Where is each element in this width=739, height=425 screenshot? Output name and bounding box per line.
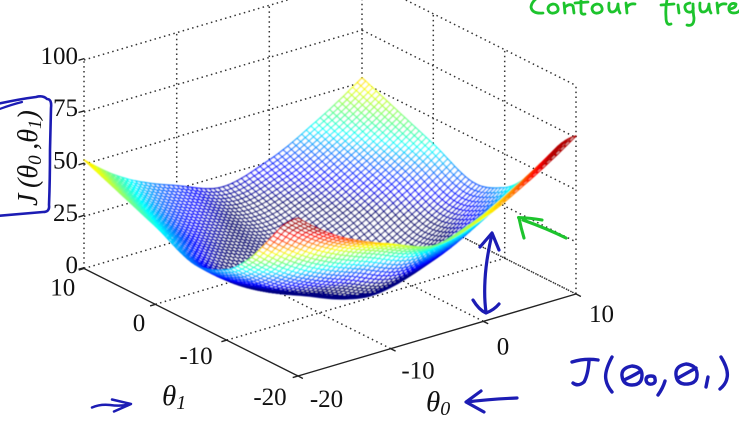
svg-text:-10: -10 (401, 358, 434, 385)
svg-text:0: 0 (66, 252, 79, 279)
svg-text:10: 10 (50, 275, 75, 302)
svg-text:50: 50 (53, 148, 78, 175)
svg-text:10: 10 (589, 301, 614, 328)
svg-text:100: 100 (41, 43, 79, 70)
svg-text:75: 75 (53, 95, 78, 122)
svg-text:0: 0 (133, 310, 146, 337)
svg-text:0: 0 (497, 334, 510, 361)
svg-text:-20: -20 (310, 386, 343, 413)
svg-text:-10: -10 (179, 343, 212, 370)
svg-text:-20: -20 (253, 384, 286, 411)
svg-text:25: 25 (53, 200, 78, 227)
